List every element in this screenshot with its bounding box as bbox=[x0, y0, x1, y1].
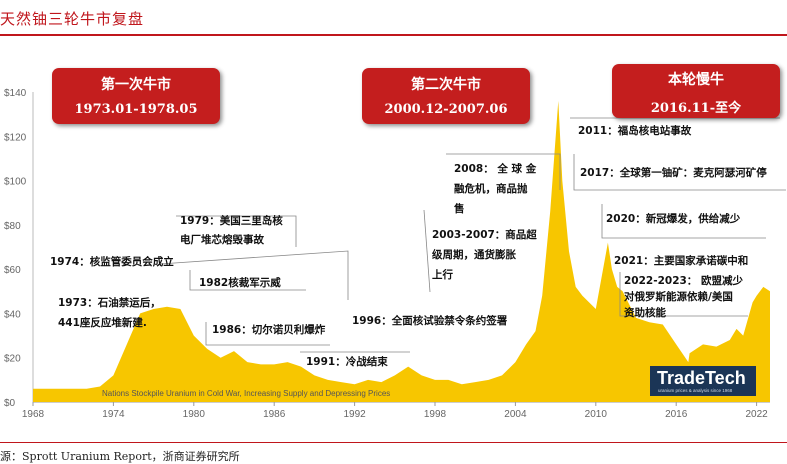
phase-name: 本轮慢牛 bbox=[668, 72, 724, 88]
connector-1974 bbox=[159, 250, 349, 300]
note-1979-line1: 1979：美国三里岛核 bbox=[180, 214, 283, 227]
note-2022-line2: 对俄罗斯能源依赖/美国 bbox=[624, 290, 733, 303]
x-tick-label: 1998 bbox=[424, 409, 447, 420]
y-tick-label: $140 bbox=[4, 88, 27, 99]
note-2022-line3: 资助核能 bbox=[624, 306, 666, 319]
note-1982: 1982核裁军示威 bbox=[199, 276, 281, 289]
y-tick-label: $120 bbox=[4, 132, 27, 143]
note-1996: 1996：全面核试验禁令条约签署 bbox=[352, 314, 508, 327]
price-area bbox=[33, 100, 770, 403]
logo-text: TradeTech bbox=[657, 368, 746, 388]
note-2003-line2: 级周期，通货膨胀 bbox=[432, 248, 516, 261]
connector-2017 bbox=[573, 154, 786, 191]
note-2003-line3: 上行 bbox=[432, 268, 453, 281]
phase-dates: 2016.11-至今 bbox=[650, 101, 742, 116]
x-tick-label: 2022 bbox=[745, 409, 768, 420]
x-tick-label: 2004 bbox=[504, 409, 527, 420]
note-1979-line2: 电厂堆芯熔毁事故 bbox=[180, 233, 264, 246]
phase-name: 第一次牛市 bbox=[101, 77, 171, 93]
x-tick-label: 1980 bbox=[183, 409, 206, 420]
note-2022-line1: 2022-2023： 欧盟减少 bbox=[624, 274, 743, 287]
x-tick-label: 2010 bbox=[585, 409, 608, 420]
connector-2003 bbox=[423, 209, 431, 293]
note-2021: 2021：主要国家承诺碳中和 bbox=[614, 254, 748, 267]
note-1986: 1986：切尔诺贝利爆炸 bbox=[212, 323, 326, 336]
connector-2022 bbox=[619, 272, 748, 317]
note-2017: 2017：全球第一铀矿：麦克阿瑟河矿停 bbox=[580, 166, 767, 179]
phase-box-slow-bull: 本轮慢牛 2016.11-至今 bbox=[612, 64, 780, 118]
phase-dates: 1973.01-1978.05 bbox=[74, 102, 198, 117]
note-2020: 2020：新冠爆发，供给减少 bbox=[606, 212, 741, 225]
connector-2020 bbox=[601, 204, 766, 239]
y-tick-label: $40 bbox=[4, 309, 21, 320]
note-1991: 1991：冷战结束 bbox=[306, 355, 388, 368]
connector-1979 bbox=[176, 215, 297, 247]
event-annotations: 1973：石油禁运后， 441座反应堆新建. 1974：核监管委员会成立 197… bbox=[50, 117, 786, 368]
y-tick-label: $80 bbox=[4, 221, 21, 232]
phase-name: 第二次牛市 bbox=[411, 77, 481, 93]
uranium-price-chart: $0$20$40$60$80$100$120$140 1968 1974 1980 1… bbox=[4, 88, 786, 420]
x-axis-ticks: 1968 1974 1980 1986 1992 1998 2004 2010 2016 2022 bbox=[22, 402, 768, 420]
connector-2008 bbox=[446, 153, 561, 190]
note-1974: 1974：核监管委员会成立 bbox=[50, 255, 174, 268]
bottom-divider bbox=[0, 442, 787, 443]
note-2008-line2: 融危机，商品抛 bbox=[454, 182, 528, 195]
tradetech-logo: TradeTech uranium prices & analysis sinc… bbox=[650, 366, 756, 396]
connector-1982 bbox=[189, 270, 306, 291]
note-1973-line2: 441座反应堆新建. bbox=[58, 316, 147, 329]
x-tick-label: 1992 bbox=[343, 409, 366, 420]
y-tick-label: $60 bbox=[4, 265, 21, 276]
x-tick-label: 1974 bbox=[102, 409, 125, 420]
phase-box-second-bull: 第二次牛市 2000.12-2007.06 bbox=[362, 68, 530, 124]
phase-dates: 2000.12-2007.06 bbox=[384, 102, 508, 117]
y-tick-label: $100 bbox=[4, 177, 27, 188]
x-tick-label: 1968 bbox=[22, 409, 45, 420]
y-tick-label: $20 bbox=[4, 354, 21, 365]
note-2008-line1: 2008： 全 球 金 bbox=[454, 162, 537, 175]
note-1973-line1: 1973：石油禁运后， bbox=[58, 296, 161, 309]
title-divider bbox=[0, 34, 787, 36]
cold-war-note: Nations Stockpile Uranium in Cold War, I… bbox=[102, 389, 390, 398]
source-note: 源：Sprott Uranium Report，浙商证券研究所 bbox=[0, 450, 240, 463]
page-title: 天然铀三轮牛市复盘 bbox=[0, 10, 145, 28]
note-2003-line1: 2003-2007：商品超 bbox=[432, 228, 537, 241]
y-tick-label: $0 bbox=[4, 398, 16, 409]
note-2008-line3: 售 bbox=[454, 202, 465, 215]
logo-subtext: uranium prices & analysis since 1968 bbox=[658, 388, 733, 393]
connector-1986 bbox=[205, 322, 330, 346]
phase-box-first-bull: 第一次牛市 1973.01-1978.05 bbox=[52, 68, 220, 124]
x-tick-label: 1986 bbox=[263, 409, 286, 420]
note-2011: 2011：福岛核电站事故 bbox=[578, 124, 692, 137]
y-axis-ticks: $0 $20 $40 $60 $80 $100 $120 $140 bbox=[4, 88, 27, 409]
x-tick-label: 2016 bbox=[665, 409, 688, 420]
